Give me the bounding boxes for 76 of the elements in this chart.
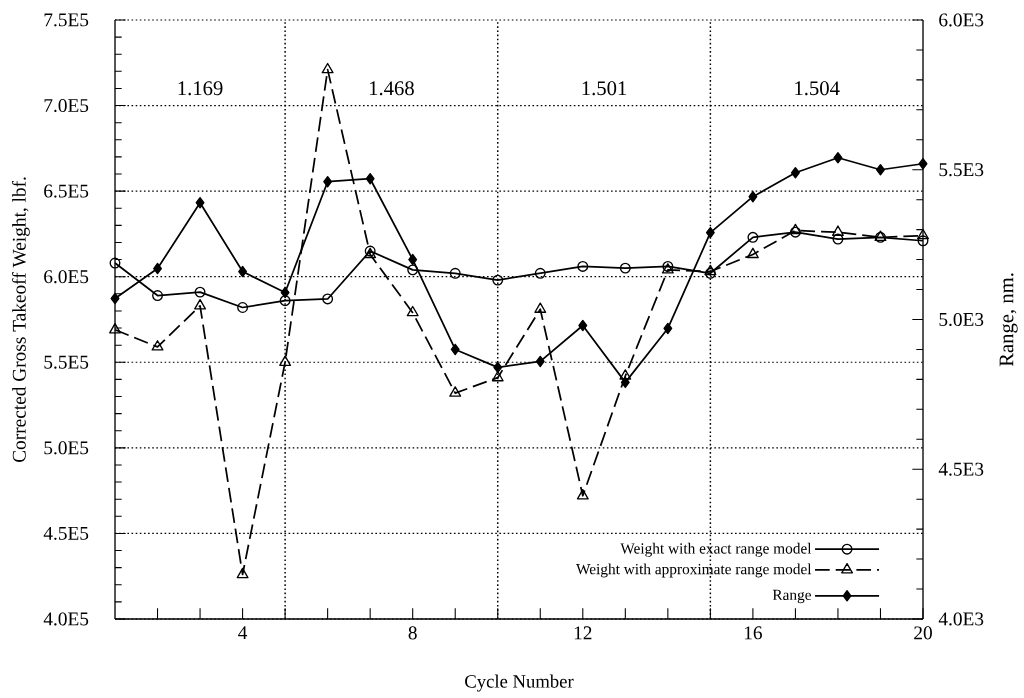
point (577, 260, 589, 272)
point (194, 298, 207, 310)
point (449, 267, 461, 279)
y-axis-title: Corrected Gross Takeoff Weight, lbf. (11, 177, 30, 463)
point (663, 322, 673, 335)
point (236, 567, 249, 579)
y2-tick-label: 4.0E3 (938, 612, 984, 626)
point (407, 264, 419, 276)
point (109, 257, 121, 269)
point (365, 172, 375, 185)
point (748, 190, 758, 203)
point (492, 274, 504, 286)
point (534, 267, 546, 279)
annotation: 1.504 (795, 81, 840, 96)
point (280, 286, 290, 299)
point (917, 228, 929, 240)
annotation: 1.468 (370, 81, 414, 96)
point (746, 247, 759, 259)
point (449, 386, 462, 397)
point (450, 343, 460, 356)
point (578, 319, 588, 332)
point (619, 369, 632, 380)
point (195, 196, 205, 209)
y2-tick-label: 4.5E3 (938, 462, 984, 476)
legend-label: Weight with exact range model (620, 542, 812, 557)
point (620, 376, 630, 389)
y2-tick-label: 5.0E3 (939, 312, 984, 327)
y-tick-label: 7.5E5 (44, 13, 89, 27)
y-tick-label: 7.0E5 (44, 98, 89, 113)
y2-tick-label: 5.5E3 (939, 163, 984, 177)
y2-axis-title: Range, nm. (999, 273, 1018, 367)
point (279, 295, 291, 307)
y-tick-label: 4.5E5 (43, 526, 89, 540)
y-tick-label: 5.5E5 (44, 355, 89, 369)
point (152, 290, 163, 301)
point (237, 302, 249, 313)
point (747, 231, 759, 243)
point (323, 175, 333, 188)
point (194, 286, 206, 298)
y-tick-label: 4.0E5 (43, 612, 89, 626)
point (917, 235, 929, 247)
x-tick-label: 8 (408, 626, 417, 640)
point (493, 361, 503, 374)
y-tick-label: 5.0E5 (44, 441, 89, 455)
point (918, 158, 928, 170)
point (619, 262, 631, 274)
x-tick-label: 20 (914, 626, 932, 640)
y-tick-label: 6.0E5 (44, 270, 89, 284)
point (831, 225, 844, 236)
point (279, 355, 292, 367)
point (408, 253, 418, 266)
y2-tick-label: 6.0E3 (939, 13, 984, 27)
point (321, 62, 334, 74)
legend-label: Range (772, 589, 811, 604)
point (322, 293, 334, 305)
point (790, 167, 800, 179)
x-tick-label: 4 (238, 626, 248, 640)
point (238, 265, 248, 278)
point (151, 340, 164, 351)
annotation: 1.501 (582, 81, 627, 96)
point (534, 302, 547, 313)
point (110, 292, 120, 305)
x-axis-title: Cycle Number (465, 674, 574, 692)
x-tick-label: 12 (574, 626, 592, 640)
point (705, 226, 715, 239)
point (876, 164, 885, 176)
point (833, 152, 843, 164)
point (535, 355, 545, 368)
legend-label: Weight with approximate range model (576, 563, 812, 578)
point (576, 488, 589, 500)
point (109, 322, 121, 334)
x-tick-label: 16 (744, 626, 762, 640)
point (832, 233, 844, 245)
point (406, 305, 419, 317)
annotation: 1.169 (178, 81, 223, 96)
y-tick-label: 6.5E5 (44, 184, 89, 198)
